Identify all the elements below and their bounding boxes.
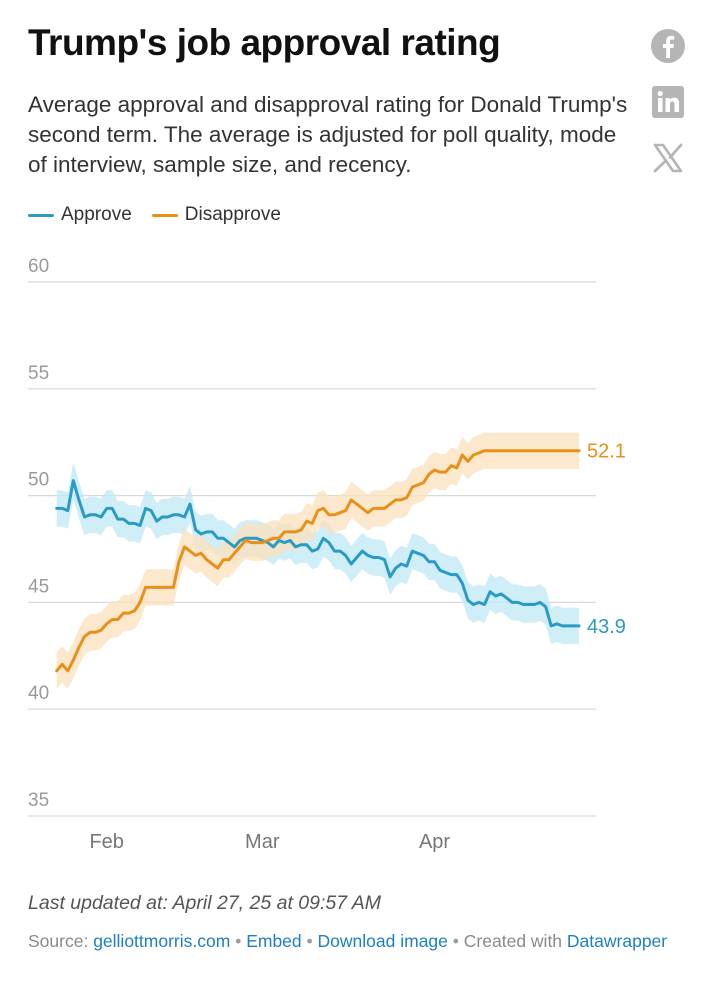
y-tick-label: 55 (28, 363, 49, 384)
embed-link[interactable]: Embed (246, 931, 302, 951)
end-label-disapprove: 52.1 (587, 441, 626, 463)
chart-subtitle: Average approval and disapproval rating … (28, 92, 628, 177)
legend-swatch-disapprove (151, 213, 178, 217)
x-tick-label: Apr (419, 831, 450, 853)
legend-swatch-approve (28, 213, 54, 217)
download-image-link[interactable]: Download image (317, 931, 448, 951)
legend-label-disapprove: Disapprove (184, 204, 281, 225)
linkedin-share-button[interactable] (650, 84, 686, 120)
last-updated: Last updated at: April 27, 25 at 09:57 A… (28, 892, 382, 914)
source-link[interactable]: gelliottmorris.com (93, 931, 231, 951)
legend-item-disapprove: Disapprove (151, 204, 281, 226)
separator-dot: • (306, 931, 313, 951)
line-chart: 35 40 45 50 55 60 Feb Mar Apr 43.9 52.1 (28, 256, 626, 853)
share-bar (650, 28, 688, 196)
end-label-approve: 43.9 (587, 616, 626, 638)
source-prefix: Source: (28, 931, 89, 951)
series-line-disapprove (55, 449, 581, 673)
chart-title: Trump's job approval rating (28, 22, 501, 63)
x-icon (653, 143, 683, 173)
y-tick-label: 45 (28, 576, 49, 597)
legend-item-approve: Approve (28, 204, 132, 226)
x-tick-label: Mar (245, 831, 280, 853)
created-with-text: Created with (463, 931, 563, 951)
source-line: Source: gelliottmorris.com • Embed • Dow… (28, 928, 668, 954)
legend-label-approve: Approve (61, 204, 132, 225)
facebook-icon (651, 29, 685, 63)
series-line-approve (55, 479, 581, 628)
linkedin-icon (652, 86, 684, 118)
separator-dot: • (452, 931, 459, 951)
x-tick-label: Feb (89, 831, 123, 853)
facebook-share-button[interactable] (650, 28, 686, 64)
y-tick-label: 40 (28, 683, 49, 704)
separator-dot: • (235, 931, 242, 951)
datawrapper-link[interactable]: Datawrapper (566, 931, 668, 951)
confidence-band-disapprove (56, 432, 579, 689)
y-tick-label: 60 (28, 256, 49, 277)
y-tick-label: 50 (28, 470, 49, 491)
chart-legend: Approve Disapprove (28, 204, 281, 226)
x-share-button[interactable] (650, 140, 686, 176)
y-tick-label: 35 (28, 790, 49, 811)
